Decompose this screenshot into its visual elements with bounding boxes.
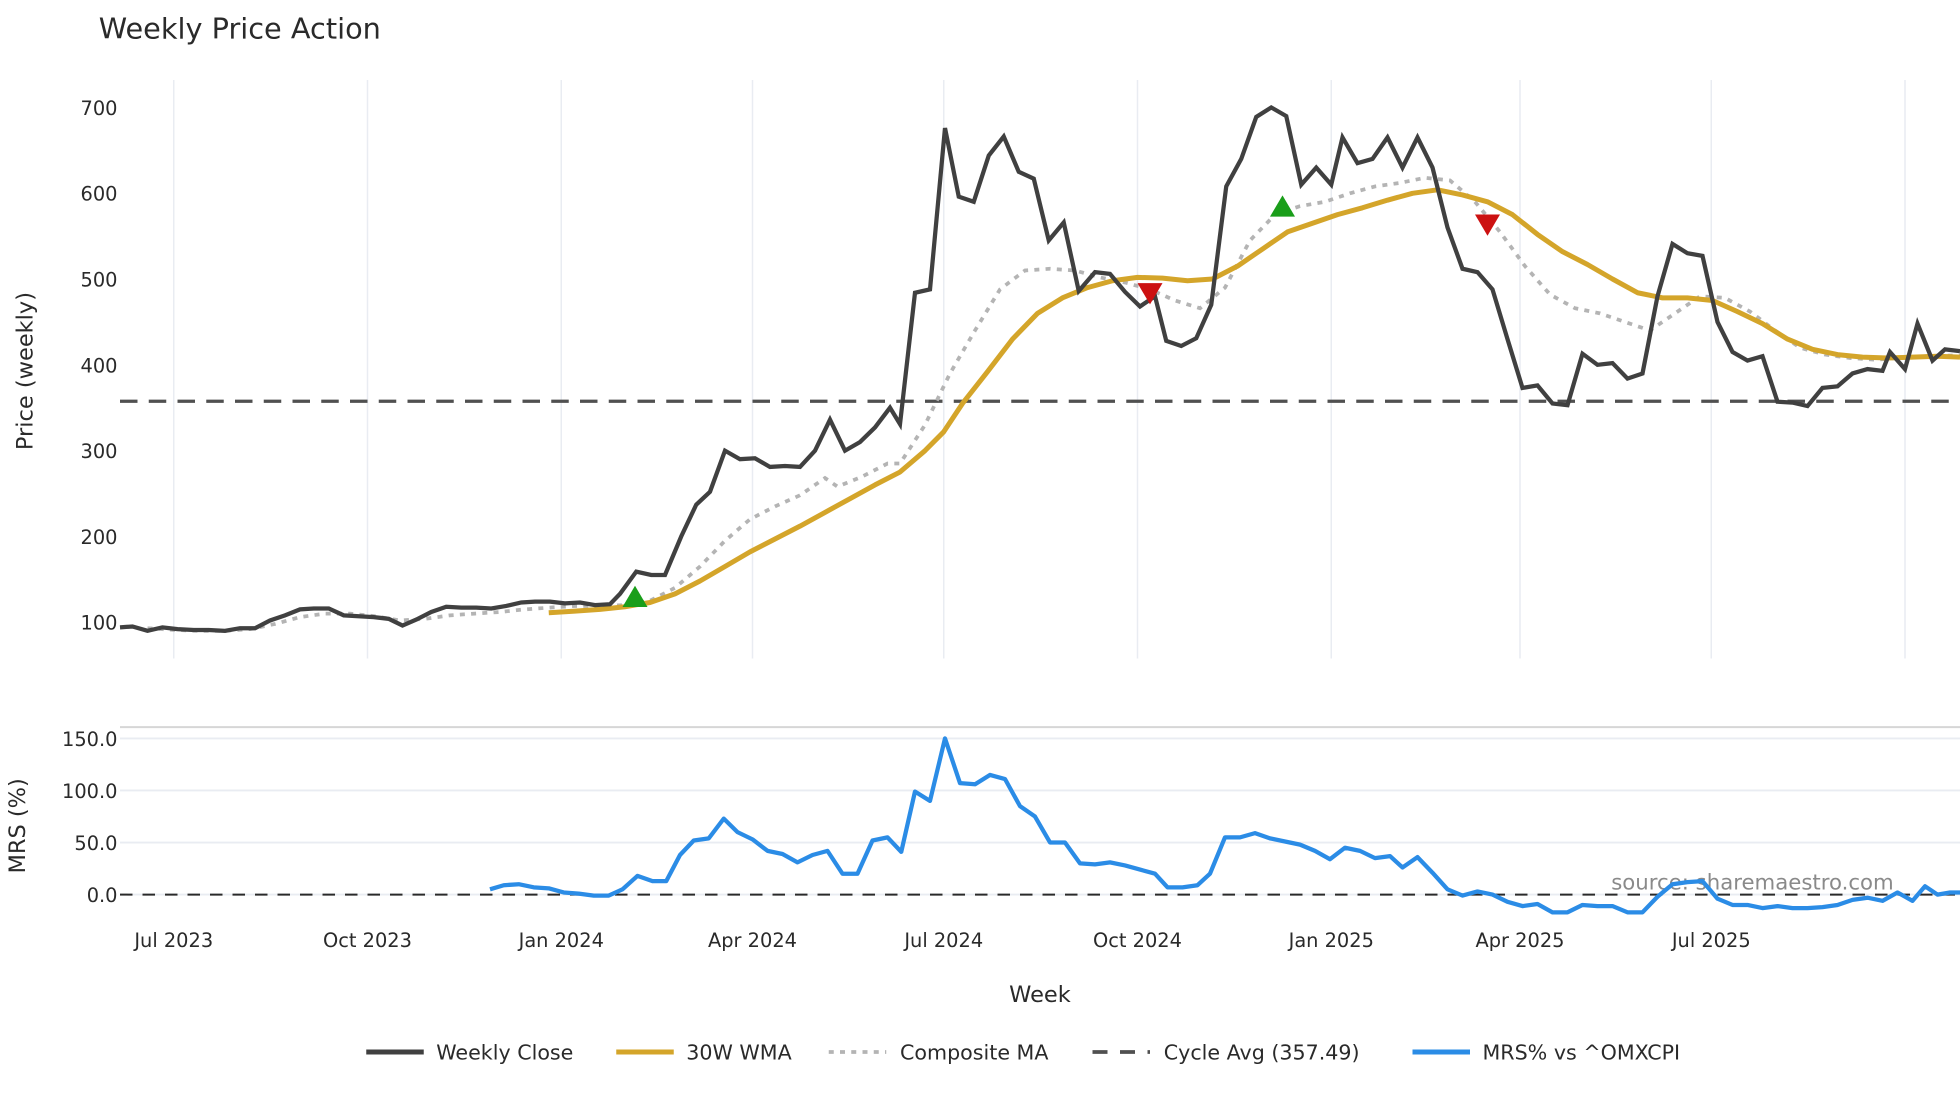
y-tick-label: 200 <box>81 526 118 549</box>
price-panel: 100 200 300 400 500 600 700 Price (weekly) <box>12 79 1960 659</box>
chart-title: Weekly Price Action <box>99 12 381 46</box>
legend-item[interactable]: Composite MA <box>828 1041 1049 1065</box>
mrs-series <box>489 736 1960 915</box>
y-tick-label: 300 <box>81 440 118 463</box>
mrs-line <box>489 736 1960 915</box>
legend-label: Cycle Avg (357.49) <box>1164 1041 1360 1065</box>
y-tick-label: 100 <box>81 612 118 635</box>
y-tick-label: 600 <box>81 183 118 206</box>
legend-label: Composite MA <box>900 1041 1048 1065</box>
price-series <box>119 104 1960 634</box>
legend-label: Weekly Close <box>436 1041 573 1065</box>
x-tick-label: Apr 2025 <box>1476 929 1565 952</box>
composite-ma-line <box>147 175 1960 633</box>
legend-item[interactable]: Weekly Close <box>366 1041 573 1065</box>
x-tick-label: Oct 2024 <box>1093 929 1182 952</box>
buy-signal-marker <box>622 585 648 607</box>
mrs-panel: 150.0 100.0 50.0 0.0 MRS (%) source: sharem… <box>5 726 1960 915</box>
y-tick-label: 700 <box>81 97 118 120</box>
buy-signal-marker <box>1270 195 1295 217</box>
sell-signal-marker <box>1475 214 1500 236</box>
legend: Weekly Close 30W WMA Composite MA Cycle Avg… <box>366 1041 1680 1065</box>
x-tick-label: Oct 2023 <box>323 929 412 952</box>
x-tick-label: Jan 2024 <box>518 929 604 952</box>
legend-item[interactable]: 30W WMA <box>616 1041 792 1065</box>
x-tick-label: Apr 2024 <box>708 929 797 952</box>
x-tick-label: Jul 2025 <box>1671 929 1751 952</box>
sell-signal-marker <box>1137 283 1163 305</box>
x-axis-title: Week <box>1009 982 1071 1008</box>
legend-item[interactable]: Cycle Avg (357.49) <box>1092 1041 1360 1065</box>
x-tick-label: Jul 2024 <box>903 929 983 952</box>
legend-label: MRS% vs ^OMXCPI <box>1483 1041 1681 1065</box>
source-watermark: source: sharemaestro.com <box>1611 871 1893 896</box>
wma-30w-line <box>548 187 1960 616</box>
legend-item[interactable]: MRS% vs ^OMXCPI <box>1412 1041 1681 1065</box>
y-tick-label: 500 <box>81 269 118 292</box>
price-y-axis-title: Price (weekly) <box>12 292 38 450</box>
y-tick-label: 100.0 <box>62 780 117 803</box>
y-tick-label: 0.0 <box>87 884 118 907</box>
mrs-y-axis-title: MRS (%) <box>5 778 31 873</box>
y-tick-label: 150.0 <box>62 728 117 751</box>
mrs-y-axis-ticks: 150.0 100.0 50.0 0.0 <box>62 728 117 907</box>
x-tick-label: Jan 2025 <box>1288 929 1374 952</box>
y-tick-label: 50.0 <box>74 832 117 855</box>
legend-label: 30W WMA <box>686 1041 791 1065</box>
x-axis-ticks: Jul 2023 Oct 2023 Jan 2024 Apr 2024 Jul 2024… <box>133 929 1750 952</box>
x-tick-label: Jul 2023 <box>133 929 213 952</box>
price-y-axis-ticks: 100 200 300 400 500 600 700 <box>81 97 118 635</box>
weekly-close-line <box>119 104 1960 634</box>
y-tick-label: 400 <box>81 354 118 377</box>
signal-markers <box>622 195 1500 607</box>
